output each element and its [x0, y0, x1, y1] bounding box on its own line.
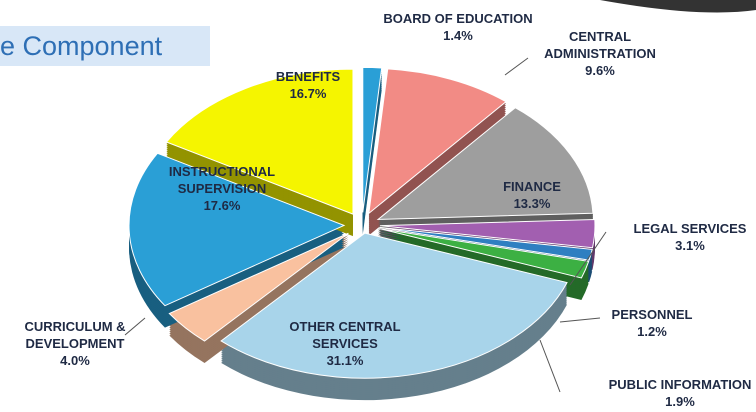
slice-label: PUBLIC INFORMATION 1.9% — [595, 376, 756, 410]
chart-title: e Component — [0, 26, 210, 66]
slice-label: FINANCE 13.3% — [472, 178, 592, 212]
value-label: 1.2% — [637, 324, 667, 339]
category-label: PERSONNEL — [611, 307, 693, 322]
slice-label: BOARD OF EDUCATION 1.4% — [358, 10, 558, 44]
slice-label: OTHER CENTRAL SERVICES 31.1% — [275, 318, 415, 369]
value-label: 16.7% — [289, 86, 327, 101]
decoration — [600, 0, 756, 13]
slice — [168, 232, 349, 342]
slice — [128, 152, 346, 307]
value-label: 4.0% — [60, 353, 90, 368]
slice-side — [379, 230, 589, 280]
value-label: 31.1% — [326, 353, 364, 368]
slice — [368, 68, 507, 215]
slice-side — [379, 236, 589, 286]
category-label: CURRICULUM & DEVELOPMENT — [24, 319, 126, 351]
leader-line — [124, 317, 146, 336]
value-label: 1.9% — [665, 394, 695, 409]
category-label: BOARD OF EDUCATION — [383, 11, 533, 26]
slice — [379, 219, 596, 249]
slice-label: BENEFITS 16.7% — [248, 68, 368, 102]
leader-line — [539, 339, 561, 393]
value-label: 3.1% — [675, 238, 705, 253]
slice-side — [379, 234, 589, 284]
leader-line — [504, 57, 529, 76]
value-label: 9.6% — [585, 63, 615, 78]
category-label: FINANCE — [503, 179, 561, 194]
category-label: LEGAL SERVICES — [633, 221, 747, 236]
category-label: PUBLIC INFORMATION — [608, 377, 752, 392]
category-label: CENTRAL ADMINISTRATION — [544, 29, 656, 61]
slice-side — [379, 232, 589, 282]
leader-line — [559, 317, 601, 323]
leader-line — [569, 231, 607, 286]
category-label: OTHER CENTRAL SERVICES — [289, 319, 401, 351]
slice — [376, 107, 594, 220]
category-label: INSTRUCTIONAL SUPERVISION — [168, 164, 276, 196]
slice — [165, 68, 354, 215]
slice-label: PERSONNEL 1.2% — [592, 306, 712, 340]
category-label: BENEFITS — [275, 69, 341, 84]
slice — [362, 66, 383, 213]
slice-label: INSTRUCTIONAL SUPERVISION 17.6% — [157, 163, 287, 214]
value-label: 1.4% — [443, 28, 473, 43]
slice-label: CURRICULUM & DEVELOPMENT 4.0% — [5, 318, 145, 369]
slice-label: CENTRAL ADMINISTRATION 9.6% — [525, 28, 675, 79]
value-label: 17.6% — [203, 198, 241, 213]
value-label: 13.3% — [513, 196, 551, 211]
slice — [379, 228, 590, 279]
slice-label: LEGAL SERVICES 3.1% — [615, 220, 756, 254]
slice — [220, 232, 568, 379]
